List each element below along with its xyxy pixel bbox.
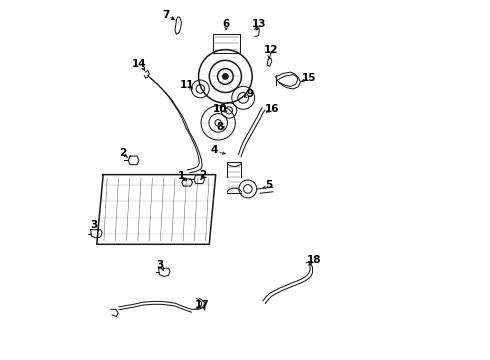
Text: 3: 3 (91, 220, 98, 230)
Text: 1: 1 (178, 171, 185, 181)
Text: 11: 11 (180, 80, 195, 90)
Text: 16: 16 (265, 104, 279, 113)
Text: 2: 2 (119, 148, 126, 158)
Text: 15: 15 (301, 73, 316, 83)
Text: 13: 13 (251, 18, 266, 28)
Text: 4: 4 (211, 145, 219, 155)
Text: 5: 5 (266, 180, 273, 190)
Bar (213, 33, 240, 53)
Text: 14: 14 (132, 59, 147, 69)
Text: 9: 9 (247, 89, 254, 99)
Text: 2: 2 (199, 170, 206, 180)
Text: 7: 7 (162, 10, 170, 20)
Text: 3: 3 (156, 260, 164, 270)
Text: 6: 6 (222, 18, 230, 28)
Text: 12: 12 (264, 45, 278, 55)
Text: 18: 18 (306, 255, 321, 265)
Text: 8: 8 (217, 122, 223, 132)
Circle shape (222, 73, 228, 79)
Text: 17: 17 (195, 300, 209, 310)
Text: 10: 10 (213, 104, 227, 113)
